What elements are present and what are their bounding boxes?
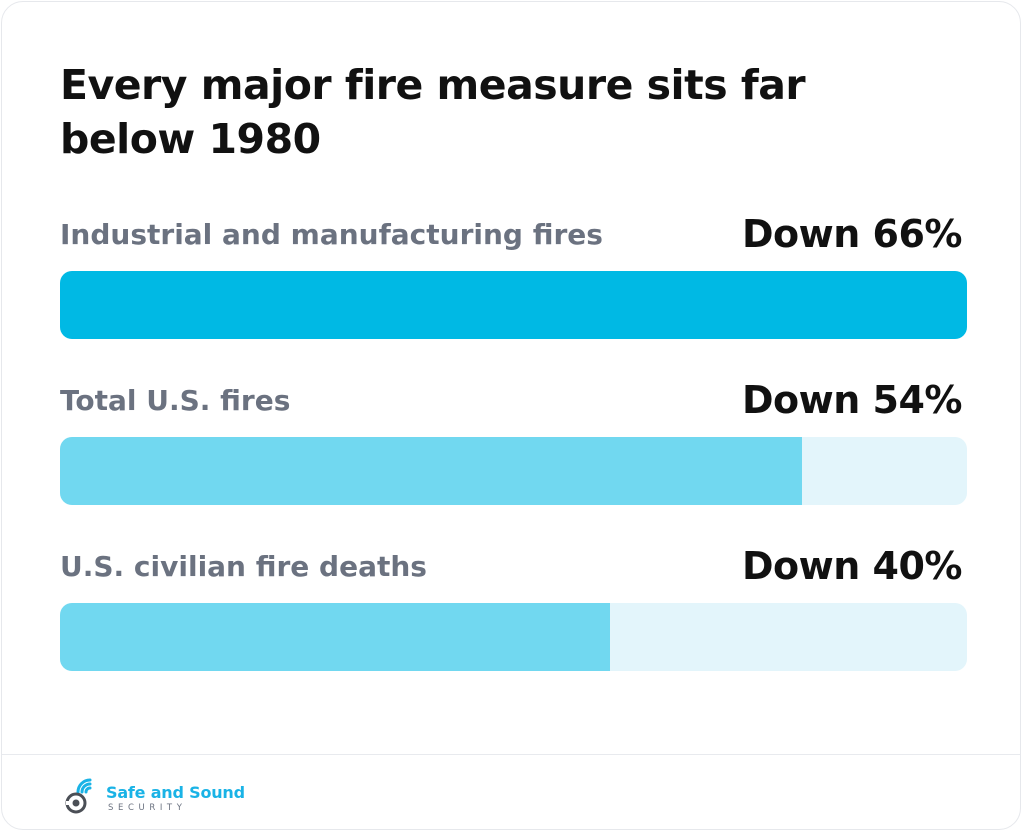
bar-value-label: Down 66% [742,212,963,256]
bar-label: Industrial and manufacturing fires [60,218,603,251]
chart-title: Every major fire measure sits far below … [60,61,806,163]
bar-fill [60,603,610,671]
brand-subtitle: SECURITY [108,803,187,813]
bar-fill [60,437,803,505]
bar-track [60,437,967,505]
bar-value-label: Down 54% [742,378,963,422]
bar-value-label: Down 40% [742,544,963,588]
footer-divider [2,754,1020,755]
wifi-camera-logo-icon [65,778,92,814]
brand-name: Safe and Sound [106,783,245,802]
bar-fill [60,271,967,339]
bar-track [60,271,967,339]
bar-label: U.S. civilian fire deaths [60,550,427,583]
brand-logo: Safe and Sound SECURITY [64,774,254,818]
bar-label: Total U.S. fires [60,384,291,417]
bar-track [60,603,967,671]
